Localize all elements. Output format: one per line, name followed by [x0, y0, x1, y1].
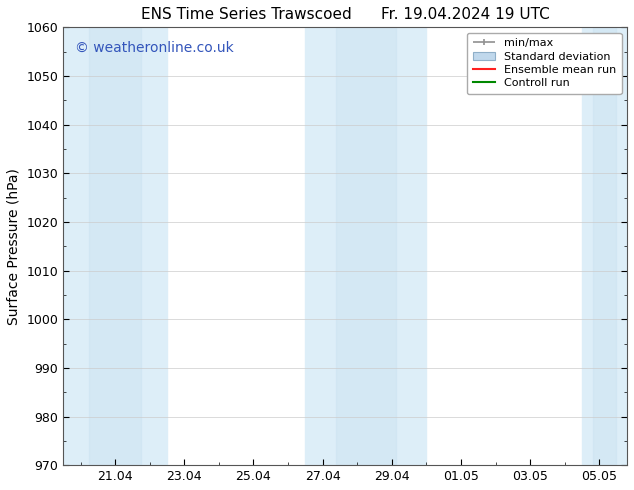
- Bar: [335, 27, 396, 465]
- Bar: [593, 27, 616, 465]
- Y-axis label: Surface Pressure (hPa): Surface Pressure (hPa): [7, 168, 21, 325]
- Bar: [306, 27, 427, 465]
- Legend: min/max, Standard deviation, Ensemble mean run, Controll run: min/max, Standard deviation, Ensemble me…: [467, 33, 621, 94]
- Text: © weatheronline.co.uk: © weatheronline.co.uk: [75, 40, 233, 54]
- Bar: [63, 27, 167, 465]
- Title: ENS Time Series Trawscoed      Fr. 19.04.2024 19 UTC: ENS Time Series Trawscoed Fr. 19.04.2024…: [141, 7, 550, 22]
- Bar: [582, 27, 627, 465]
- Bar: [89, 27, 141, 465]
